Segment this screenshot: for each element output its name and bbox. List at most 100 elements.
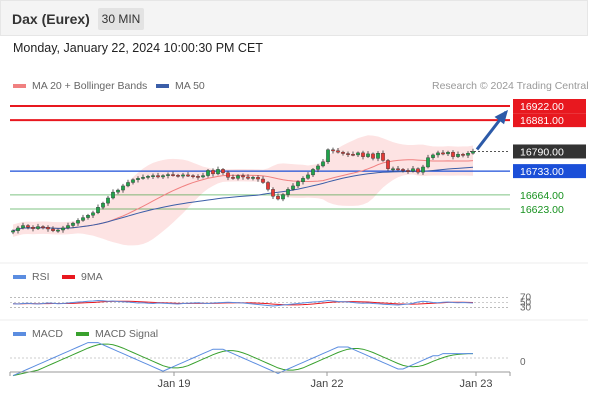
candle-body [11, 230, 15, 233]
rsi-ma-legend-label: 9MA [81, 271, 103, 283]
macd-legend-label: MACD [32, 328, 63, 340]
candle-body [281, 194, 285, 200]
ma50-legend-label: MA 50 [175, 80, 205, 92]
macd-signal-line [12, 343, 473, 377]
candle-body [441, 152, 445, 155]
candle-body [171, 174, 175, 176]
candle-body [411, 168, 415, 172]
candle-body [66, 225, 70, 229]
projection-arrow-head [494, 109, 508, 125]
candle-body [471, 151, 475, 154]
candle-body [261, 178, 265, 183]
candle-body [286, 189, 290, 195]
candle-body [271, 189, 275, 197]
price-label-box [513, 144, 586, 159]
candle-body [421, 166, 425, 173]
candle-body [156, 175, 160, 178]
candle-body [161, 175, 165, 178]
candle-body [446, 151, 450, 155]
candle-body [376, 152, 380, 159]
candle-body [316, 165, 320, 170]
candle-body [31, 227, 35, 229]
candle-body [51, 228, 55, 231]
candle-body [76, 220, 80, 224]
candle-body [336, 150, 340, 153]
candle-body [81, 217, 85, 221]
rsi-legend-swatch [13, 275, 26, 279]
rsi-tick-label: 70 [520, 293, 532, 304]
price-level-label: 16623.00 [520, 204, 564, 216]
candle-body [301, 178, 305, 182]
candle-body [396, 168, 400, 171]
price-label-box [513, 113, 586, 128]
candle-body [136, 178, 140, 180]
candle-body [131, 179, 135, 183]
macd-tick-label: 0 [520, 357, 526, 368]
candle-body [226, 172, 230, 178]
candle-body [246, 176, 250, 179]
price-level-label: 16664.00 [520, 190, 564, 202]
candle-body [141, 177, 145, 179]
rsi-ma-legend-swatch [62, 275, 75, 279]
candle-body [201, 175, 205, 178]
x-axis-tick-label: Jan 23 [459, 378, 492, 390]
candle-body [401, 169, 405, 171]
candle-body [86, 215, 90, 218]
candle-body [236, 175, 240, 179]
chart-header: Dax (Eurex) 30 MIN [0, 0, 588, 36]
candle-body [276, 196, 280, 200]
rsi-line [12, 299, 474, 307]
candle-body [436, 152, 440, 156]
candle-body [231, 177, 235, 179]
candle-body [341, 151, 345, 154]
candle-body [56, 229, 60, 232]
price-label-box [513, 164, 586, 179]
candle-body [216, 169, 220, 175]
candle-body [311, 169, 315, 176]
candle-body [111, 191, 115, 199]
rsi-tick-label: 50 [520, 298, 532, 309]
price-level-label: 16922.00 [520, 101, 564, 113]
candle-body [291, 185, 295, 190]
candle-body [461, 154, 465, 156]
ma20-legend-swatch [13, 84, 26, 88]
candle-body [306, 174, 310, 179]
candle-body [466, 152, 470, 156]
macd-line [12, 342, 473, 377]
candle-body [186, 174, 190, 177]
candle-body [366, 153, 370, 157]
timeframe-button[interactable]: 30 MIN [98, 8, 144, 30]
macd-signal-legend-swatch [76, 332, 89, 336]
candle-body [181, 174, 185, 177]
candle-body [96, 207, 100, 213]
candle-body [406, 170, 410, 172]
price-label-box [513, 99, 586, 113]
candle-body [416, 168, 420, 173]
candle-body [41, 226, 45, 228]
bollinger-band [13, 135, 473, 246]
candle-body [351, 154, 355, 156]
ma20-legend-label: MA 20 + Bollinger Bands [32, 80, 148, 92]
candle-body [71, 222, 75, 226]
candle-body [166, 174, 170, 176]
candle-body [426, 157, 430, 168]
candle-body [431, 154, 435, 158]
candle-body [106, 197, 110, 204]
candle-body [211, 170, 215, 175]
price-level-label: 16733.00 [520, 166, 564, 178]
rsi-tick-label: 30 [520, 303, 532, 314]
candle-body [296, 181, 300, 187]
candle-body [16, 227, 20, 231]
candle-body [206, 170, 210, 176]
candle-body [176, 175, 180, 177]
candle-body [151, 175, 155, 177]
credit-text: Research © 2024 Trading Central [432, 80, 589, 92]
candle-body [451, 151, 455, 157]
ma50-line [12, 166, 474, 232]
candle-body [371, 153, 375, 159]
candle-body [391, 168, 395, 171]
candle-body [126, 182, 130, 187]
ma50-legend-swatch [156, 84, 169, 88]
x-axis-tick-label: Jan 19 [157, 378, 190, 390]
